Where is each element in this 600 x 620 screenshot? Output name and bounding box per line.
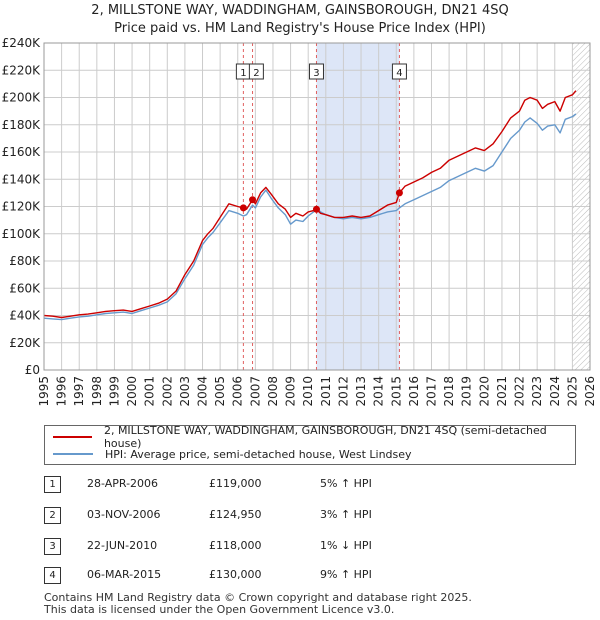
x-tick-label: 2001 xyxy=(143,376,157,407)
x-tick-label: 2004 xyxy=(196,376,210,407)
sale-number: 2 xyxy=(44,507,61,524)
sale-marker-label: 4 xyxy=(396,68,402,79)
x-tick-label: 1997 xyxy=(72,376,86,407)
x-tick-label: 2007 xyxy=(248,376,262,407)
sale-date: 22-JUN-2010 xyxy=(87,539,158,552)
legend-property-swatch xyxy=(53,436,92,438)
x-tick-label: 2015 xyxy=(389,376,403,407)
sale-date: 28-APR-2006 xyxy=(87,477,159,490)
plot-border xyxy=(43,42,591,371)
x-tick-label: 2014 xyxy=(372,376,386,407)
y-tick-label: £160K xyxy=(2,145,42,159)
sale-marker-label: 1 xyxy=(240,68,246,79)
sale-marker-box xyxy=(391,63,407,80)
y-tick-label: £220K xyxy=(2,63,42,77)
x-tick-label: 2012 xyxy=(336,376,350,407)
x-tick-label: 2024 xyxy=(548,376,562,407)
sale-number: 1 xyxy=(44,476,61,493)
x-tick-label: 2019 xyxy=(460,376,474,407)
sale-number: 4 xyxy=(44,567,61,584)
sale-point xyxy=(239,204,247,212)
x-tick-label: 2013 xyxy=(354,376,368,407)
footer-copyright: Contains HM Land Registry data © Crown c… xyxy=(44,591,472,604)
sale-hpi-diff: 5% ↑ HPI xyxy=(320,477,372,490)
legend-hpi: HPI: Average price, semi-detached house,… xyxy=(53,446,412,462)
legend-property: 2, MILLSTONE WAY, WADDINGHAM, GAINSBOROU… xyxy=(53,424,575,450)
y-tick-label: £140K xyxy=(2,172,42,186)
legend-hpi-swatch xyxy=(53,453,93,455)
y-tick-label: £60K xyxy=(9,281,41,295)
y-tick-label: £0 xyxy=(25,363,40,377)
x-tick-label: 2018 xyxy=(442,376,456,407)
sale-number: 3 xyxy=(44,538,61,555)
chart-legend: 2, MILLSTONE WAY, WADDINGHAM, GAINSBOROU… xyxy=(44,424,576,465)
x-tick-label: 2025 xyxy=(565,376,579,407)
x-tick-label: 1999 xyxy=(107,376,121,407)
x-tick-label: 1998 xyxy=(90,376,104,407)
sale-hpi-diff: 1% ↓ HPI xyxy=(320,539,372,552)
sale-marker-box xyxy=(248,63,264,80)
x-tick-label: 2000 xyxy=(125,376,139,407)
x-tick-label: 2003 xyxy=(178,376,192,407)
x-tick-label: 1995 xyxy=(37,376,51,407)
x-tick-label: 2010 xyxy=(301,376,315,407)
sale-point xyxy=(395,189,403,197)
sale-price: £118,000 xyxy=(209,539,262,552)
y-tick-label: £240K xyxy=(2,36,42,50)
y-tick-label: £200K xyxy=(2,91,42,105)
x-tick-label: 2002 xyxy=(160,376,174,407)
x-tick-label: 2020 xyxy=(477,376,491,407)
sale-point xyxy=(249,196,257,204)
sale-price: £124,950 xyxy=(209,508,262,521)
x-tick-label: 2009 xyxy=(284,376,298,407)
footer-licence: This data is licensed under the Open Gov… xyxy=(44,603,395,616)
x-tick-label: 2017 xyxy=(424,376,438,407)
y-tick-label: £100K xyxy=(2,227,42,241)
y-tick-label: £180K xyxy=(2,118,42,132)
sale-hpi-diff: 9% ↑ HPI xyxy=(320,568,372,581)
y-tick-label: £80K xyxy=(9,254,41,268)
x-tick-label: 2016 xyxy=(407,376,421,407)
y-tick-label: £120K xyxy=(2,200,42,214)
sale-date: 06-MAR-2015 xyxy=(87,568,162,581)
sale-marker-label: 2 xyxy=(253,68,259,79)
sale-point xyxy=(312,205,320,213)
x-tick-label: 1996 xyxy=(55,376,69,407)
x-tick-label: 2011 xyxy=(319,376,333,407)
x-tick-label: 2021 xyxy=(495,376,509,407)
chart-subtitle: Price paid vs. HM Land Registry's House … xyxy=(114,21,486,36)
y-tick-label: £20K xyxy=(9,336,41,350)
x-tick-label: 2026 xyxy=(583,376,597,407)
legend-property-label: 2, MILLSTONE WAY, WADDINGHAM, GAINSBOROU… xyxy=(103,424,547,450)
sale-hpi-diff: 3% ↑ HPI xyxy=(320,508,372,521)
sale-marker-label: 3 xyxy=(313,68,319,79)
sale-price: £130,000 xyxy=(209,568,262,581)
sale-marker-box xyxy=(308,63,324,80)
x-tick-label: 2006 xyxy=(231,376,245,407)
chart-title-address: 2, MILLSTONE WAY, WADDINGHAM, GAINSBOROU… xyxy=(91,3,509,18)
x-tick-label: 2022 xyxy=(513,376,527,407)
sale-date: 03-NOV-2006 xyxy=(87,508,161,521)
x-tick-label: 2023 xyxy=(530,376,544,407)
legend-hpi-label: HPI: Average price, semi-detached house,… xyxy=(105,447,412,461)
property-price-line xyxy=(43,90,577,319)
x-tick-label: 2005 xyxy=(213,376,227,407)
y-tick-label: £40K xyxy=(9,309,41,323)
hpi-line xyxy=(43,113,577,321)
sale-price: £119,000 xyxy=(209,477,262,490)
x-tick-label: 2008 xyxy=(266,376,280,407)
